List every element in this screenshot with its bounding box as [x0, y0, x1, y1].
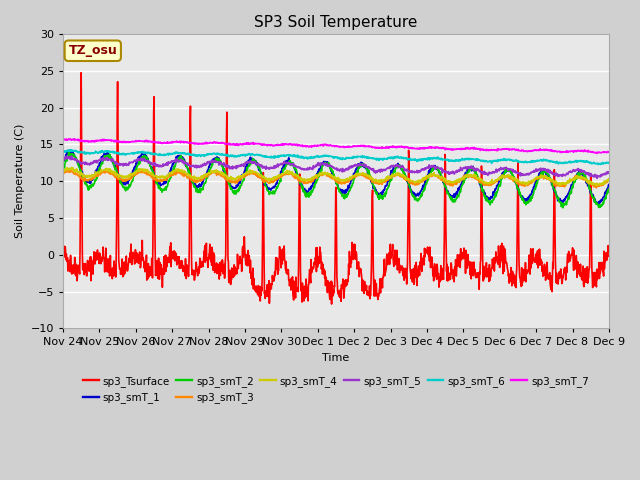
Y-axis label: Soil Temperature (C): Soil Temperature (C) — [15, 124, 25, 239]
Title: SP3 Soil Temperature: SP3 Soil Temperature — [254, 15, 418, 30]
X-axis label: Time: Time — [323, 353, 349, 363]
Text: TZ_osu: TZ_osu — [68, 44, 117, 57]
Legend: sp3_Tsurface, sp3_smT_1, sp3_smT_2, sp3_smT_3, sp3_smT_4, sp3_smT_5, sp3_smT_6, : sp3_Tsurface, sp3_smT_1, sp3_smT_2, sp3_… — [79, 372, 593, 407]
